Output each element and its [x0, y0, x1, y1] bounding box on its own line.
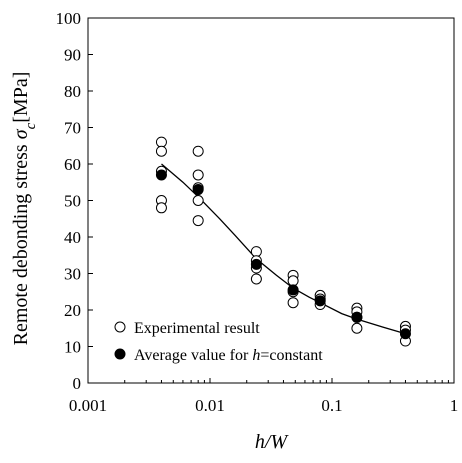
legend-marker-average [114, 348, 126, 360]
experimental-point [351, 322, 363, 334]
experimental-point [192, 169, 204, 181]
x-tick-label: 0.01 [195, 396, 225, 415]
x-tick-label: 0.1 [321, 396, 342, 415]
experimental-point [192, 195, 204, 206]
experimental-point [287, 297, 299, 309]
y-axis-label: Remote debonding stress σc[MPa] [10, 72, 39, 346]
y-tick-label: 100 [56, 9, 82, 28]
y-tick-label: 0 [73, 374, 82, 393]
ticks-group: 0 10 20 30 40 50 60 70 80 90 100 0.001 0.01 0.1 1 [56, 9, 459, 415]
experimental-point [250, 246, 262, 258]
data-points-group [155, 136, 411, 347]
text-part: c [23, 122, 39, 129]
y-tick-label: 40 [64, 228, 81, 247]
y-tick-label: 20 [64, 301, 81, 320]
experimental-point [192, 145, 204, 157]
x-tick-label: 1 [450, 396, 459, 415]
experimental-point [192, 215, 204, 227]
axis-labels-group: h/W Remote debonding stress σc[MPa] [10, 72, 289, 453]
text-part: h/W [255, 431, 290, 453]
legend-marker-experimental [114, 321, 126, 333]
text-part: =constant [260, 347, 323, 364]
experimental-point [155, 145, 167, 157]
legend-label-experimental: Experimental result [134, 320, 260, 337]
text-part: Remote debonding stress [10, 139, 32, 345]
average-point [287, 284, 299, 296]
y-tick-label: 30 [64, 265, 81, 284]
text-part: [MPa] [10, 72, 32, 123]
y-tick-label: 70 [64, 119, 81, 138]
legend: Experimental result Average value for h=c… [114, 320, 323, 364]
average-point [192, 184, 204, 196]
y-tick-label: 90 [64, 46, 81, 65]
y-tick-label: 60 [64, 155, 81, 174]
experimental-point [250, 273, 262, 285]
y-tick-label: 80 [64, 82, 81, 101]
x-axis-label: h/W [255, 431, 290, 453]
y-tick-label: 50 [64, 192, 81, 211]
text-part: h [252, 347, 260, 364]
experimental-point [155, 136, 167, 148]
text-part: Average value for [134, 347, 252, 364]
y-tick-label: 10 [64, 338, 81, 357]
average-point [399, 328, 411, 340]
average-point [351, 311, 363, 323]
text-part: σ [10, 128, 32, 139]
x-tick-label: 0.001 [69, 396, 107, 415]
legend-label-average: Average value for h=constant [134, 347, 323, 364]
experimental-point [287, 275, 299, 287]
average-point [314, 295, 326, 307]
experimental-point [155, 202, 167, 214]
average-point [155, 169, 167, 181]
average-point [250, 258, 262, 270]
